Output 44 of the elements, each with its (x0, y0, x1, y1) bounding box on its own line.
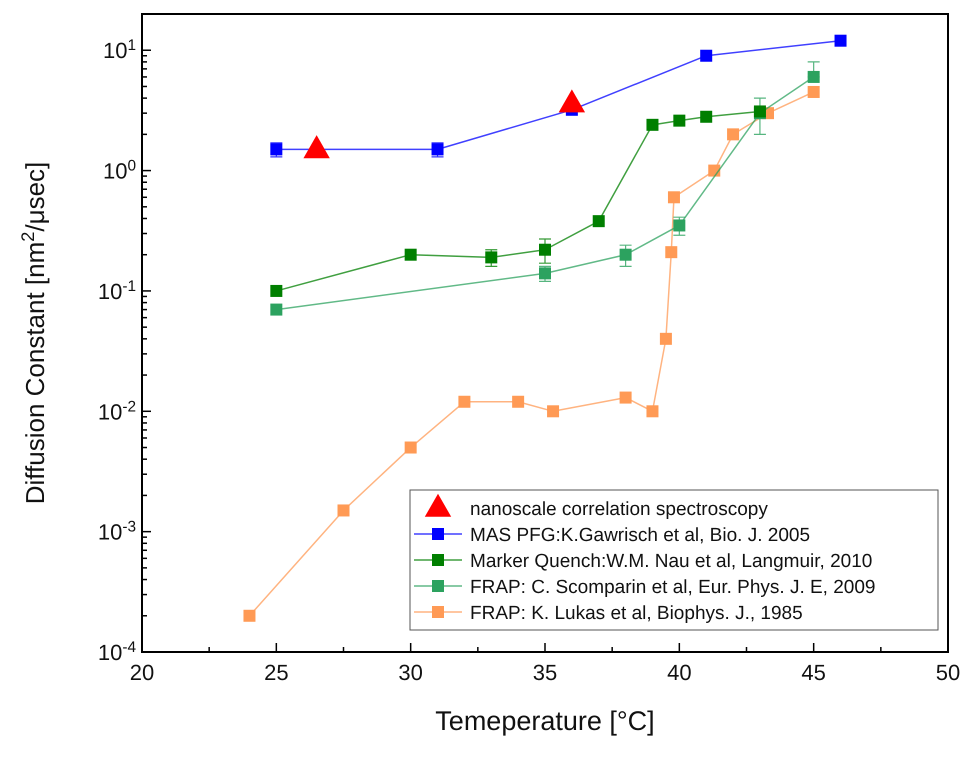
y-tick-label: 10$^{0}$ (102, 157, 136, 184)
point (700, 110, 712, 123)
point (270, 304, 282, 316)
point (668, 191, 680, 204)
point (808, 86, 820, 98)
point (673, 114, 686, 127)
point (700, 50, 712, 62)
x-tick-label: 50 (936, 660, 960, 685)
point (592, 215, 605, 228)
point (673, 219, 686, 232)
y-tick-label: 10$^{-3}$ (98, 518, 136, 545)
point (512, 396, 524, 408)
legend-label: nanoscale correlation spectroscopy (470, 499, 768, 520)
legend-label: FRAP: C. Scomparin et al, Eur. Phys. J. E, 2009 (470, 577, 876, 598)
point (646, 405, 658, 418)
point (243, 610, 256, 622)
x-tick-label: 30 (398, 660, 423, 685)
point (646, 118, 658, 131)
point (660, 332, 672, 345)
legend-label: FRAP: K. Lukas et al, Biophys. J., 1985 (470, 603, 803, 624)
point (404, 442, 417, 454)
point (539, 244, 551, 256)
point (547, 405, 560, 418)
x-tick-label: 25 (264, 660, 289, 685)
point (270, 284, 282, 297)
point (665, 246, 678, 258)
x-tick-label: 40 (667, 660, 692, 685)
y-tick-label: 10$^{1}$ (102, 36, 136, 64)
point (620, 248, 632, 261)
point (458, 396, 470, 408)
point (620, 392, 632, 404)
x-tick-label: 35 (532, 660, 558, 685)
point (404, 248, 417, 261)
x-axis-title: Temeperature [°C] (435, 706, 655, 736)
y-tick-label: 10$^{-1}$ (98, 277, 136, 304)
legend-label: MAS PFG:K.Gawrisch et al, Bio. J. 2005 (470, 525, 810, 546)
point (338, 504, 350, 516)
y-tick-label: 10$^{-2}$ (98, 398, 136, 424)
point (727, 128, 740, 140)
point (834, 34, 847, 47)
point (485, 251, 498, 264)
point (808, 70, 820, 83)
legend-label: Marker Quench:W.M. Nau et al, Langmuir, 2010 (470, 551, 872, 572)
x-tick-label: 45 (801, 660, 826, 685)
